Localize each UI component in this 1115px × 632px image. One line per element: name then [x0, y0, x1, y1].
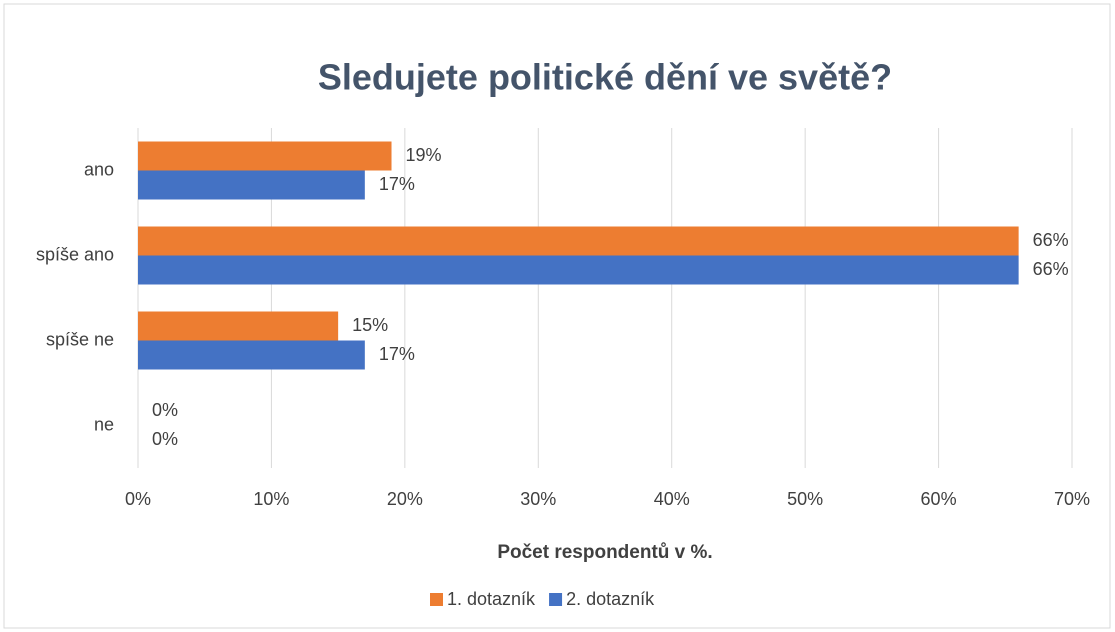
bar	[138, 311, 339, 341]
y-tick-label: ne	[94, 414, 114, 434]
bar	[138, 170, 365, 200]
data-label: 19%	[406, 145, 442, 165]
bar	[138, 255, 1019, 285]
x-tick-label: 70%	[1054, 489, 1090, 509]
legend-label: 1. dotazník	[447, 589, 536, 609]
bar	[138, 340, 365, 370]
data-label: 66%	[1033, 259, 1069, 279]
data-label: 66%	[1033, 230, 1069, 250]
x-axis-title: Počet respondentů v %.	[497, 542, 712, 563]
data-label: 0%	[152, 400, 178, 420]
y-tick-label: ano	[84, 159, 114, 179]
x-tick-label: 40%	[654, 489, 690, 509]
data-label: 17%	[379, 344, 415, 364]
x-tick-label: 30%	[520, 489, 556, 509]
data-label: 15%	[352, 315, 388, 335]
x-tick-label: 20%	[387, 489, 423, 509]
y-tick-label: spíše ano	[36, 244, 114, 264]
legend-label: 2. dotazník	[566, 589, 655, 609]
legend-swatch	[549, 593, 563, 606]
data-label: 0%	[152, 429, 178, 449]
x-tick-label: 0%	[125, 489, 151, 509]
bar	[138, 141, 392, 171]
x-tick-label: 50%	[787, 489, 823, 509]
legend-swatch	[430, 593, 443, 606]
y-tick-label: spíše ne	[46, 329, 114, 349]
bar	[138, 226, 1019, 256]
x-tick-label: 60%	[921, 489, 957, 509]
chart-title: Sledujete politické dění ve světě?	[318, 57, 892, 98]
x-tick-label: 10%	[253, 489, 289, 509]
data-label: 17%	[379, 174, 415, 194]
